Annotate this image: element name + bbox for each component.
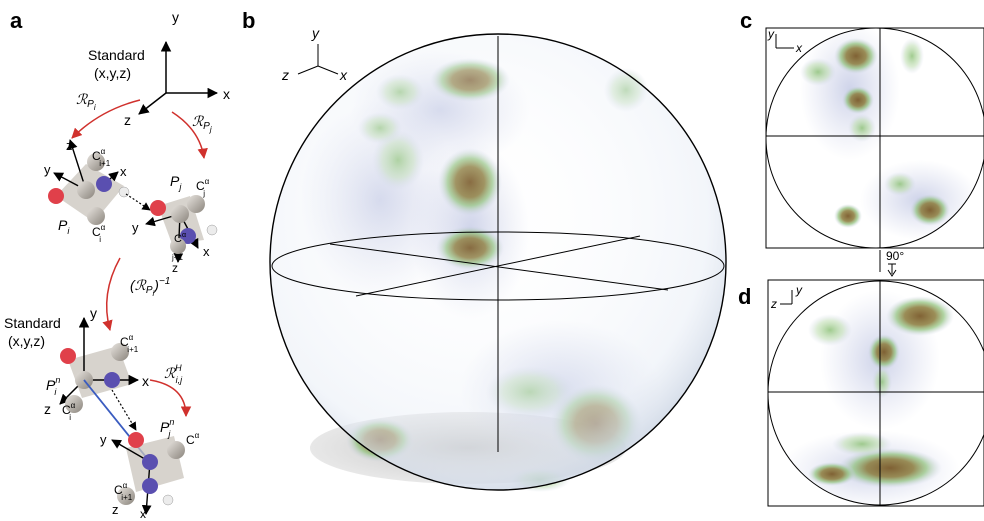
- svg-text:z: z: [44, 401, 51, 417]
- svg-text:x: x: [120, 164, 127, 179]
- rot-H-label: ℛH i,j: [164, 363, 183, 385]
- peptide-plane-Pj: Pj Cα j y x Cα j+1 z: [132, 173, 218, 275]
- rotation-arrow-Pj: [171, 111, 208, 160]
- svg-text:x: x: [203, 244, 210, 259]
- equator-axis-1: [329, 243, 669, 291]
- rotation-arrow-Pi: [71, 99, 141, 139]
- rotation-arrow-H: [149, 379, 192, 418]
- svg-text:y: y: [132, 220, 139, 235]
- svg-text:x: x: [140, 507, 146, 521]
- panel-label-a: a: [10, 8, 23, 33]
- svg-text:z: z: [172, 261, 178, 275]
- carbon-atom: [171, 205, 189, 223]
- top-axis-y: y: [172, 9, 179, 25]
- svg-text:Cαi+1: Cα i+1: [114, 481, 133, 502]
- c-circle: [765, 27, 984, 249]
- coords-label-bottom: (x,y,z): [8, 333, 45, 349]
- svg-text:z: z: [281, 67, 289, 83]
- oxygen-atom: [150, 200, 166, 216]
- svg-text:Cα: Cα: [186, 431, 200, 447]
- coords-label-top: (x,y,z): [94, 65, 131, 81]
- inverse-rot-label: (ℛPi)−1: [130, 276, 170, 298]
- panel-label-c: c: [740, 8, 752, 33]
- svg-text:j+1: j+1: [171, 253, 183, 262]
- svg-text:Cαi+1: Cα i+1: [120, 333, 139, 354]
- svg-text:Pi: Pi: [58, 217, 70, 236]
- peptide-plane-Pjn: y Pn j Cα Cα i+1 z x: [100, 417, 200, 521]
- svg-text:y: y: [311, 25, 320, 41]
- standard-label-bottom: Standard: [4, 315, 61, 331]
- calpha-atom: [170, 238, 186, 254]
- svg-text:Pnj: Pn j: [160, 417, 174, 439]
- sphere-equator: [271, 231, 725, 301]
- top-axis-z: z: [124, 112, 131, 128]
- calpha-atom: [87, 153, 105, 171]
- standard-label-top: Standard: [88, 47, 145, 63]
- rotation-annotation: 90°: [879, 249, 904, 277]
- rot-Pj-label: ℛPj: [192, 113, 212, 134]
- calpha-atom: [187, 195, 205, 213]
- svg-text:z: z: [112, 502, 119, 517]
- calpha-atom: [87, 207, 105, 225]
- svg-text:x: x: [795, 41, 803, 55]
- panel-label-d: d: [738, 284, 751, 309]
- d-axes-gizmo: y z: [770, 283, 803, 311]
- svg-text:y: y: [100, 432, 107, 447]
- svg-text:y: y: [90, 305, 97, 321]
- hydrogen-atom: [206, 224, 218, 236]
- standard-frame-top: y x z Standard (x,y,z): [88, 9, 230, 128]
- panel-c: c y x: [740, 8, 984, 249]
- svg-text:x: x: [142, 373, 149, 389]
- oxygen-atom: [48, 188, 64, 204]
- c-axes-gizmo: y x: [767, 27, 803, 55]
- panel-label-b: b: [242, 8, 255, 33]
- hydrogen-atom: [118, 186, 130, 198]
- svg-text:Pj: Pj: [170, 173, 182, 192]
- panel-d: d y z: [738, 279, 984, 507]
- svg-text:z: z: [66, 138, 73, 153]
- panel-b: b y x z: [242, 8, 727, 492]
- svg-text:Cαi: Cα i: [92, 223, 106, 244]
- hbond-dotted: [125, 193, 151, 211]
- svg-text:y: y: [44, 162, 51, 177]
- svg-text:z: z: [770, 297, 777, 311]
- nitrogen-atom: [96, 176, 112, 192]
- carbon-atom: [77, 181, 95, 199]
- svg-text:Cα: Cα: [174, 232, 186, 245]
- svg-text:y: y: [767, 27, 775, 41]
- equator-axis-2: [355, 235, 641, 297]
- nitrogen-atom: [180, 228, 196, 244]
- rotate-down-icon: [887, 263, 897, 277]
- svg-text:Pni: Pn i: [46, 375, 60, 397]
- rotation-arrow-inverse: [102, 257, 121, 332]
- top-axis-x: x: [223, 86, 230, 102]
- svg-text:x: x: [339, 67, 348, 83]
- svg-text:Cαi+1: Cα i+1: [92, 147, 111, 168]
- panel-a: a y x z Standard (x,y,z) ℛPi ℛPj: [4, 8, 230, 521]
- peptide-plane-Pi: z y x Cα i+1 Pi Cα i: [44, 138, 130, 244]
- svg-text:y: y: [795, 283, 803, 297]
- svg-text:90°: 90°: [886, 249, 904, 263]
- rot-Pi-label: ℛPi: [76, 91, 96, 112]
- svg-text:Cαj: Cα j: [196, 177, 210, 198]
- svg-text:Cαi: Cα i: [62, 401, 76, 422]
- b-axes-gizmo: y x z: [281, 25, 348, 83]
- standard-frame-bottom: Standard (x,y,z) y x z Cα i+1 Pn i Cα i: [4, 305, 149, 422]
